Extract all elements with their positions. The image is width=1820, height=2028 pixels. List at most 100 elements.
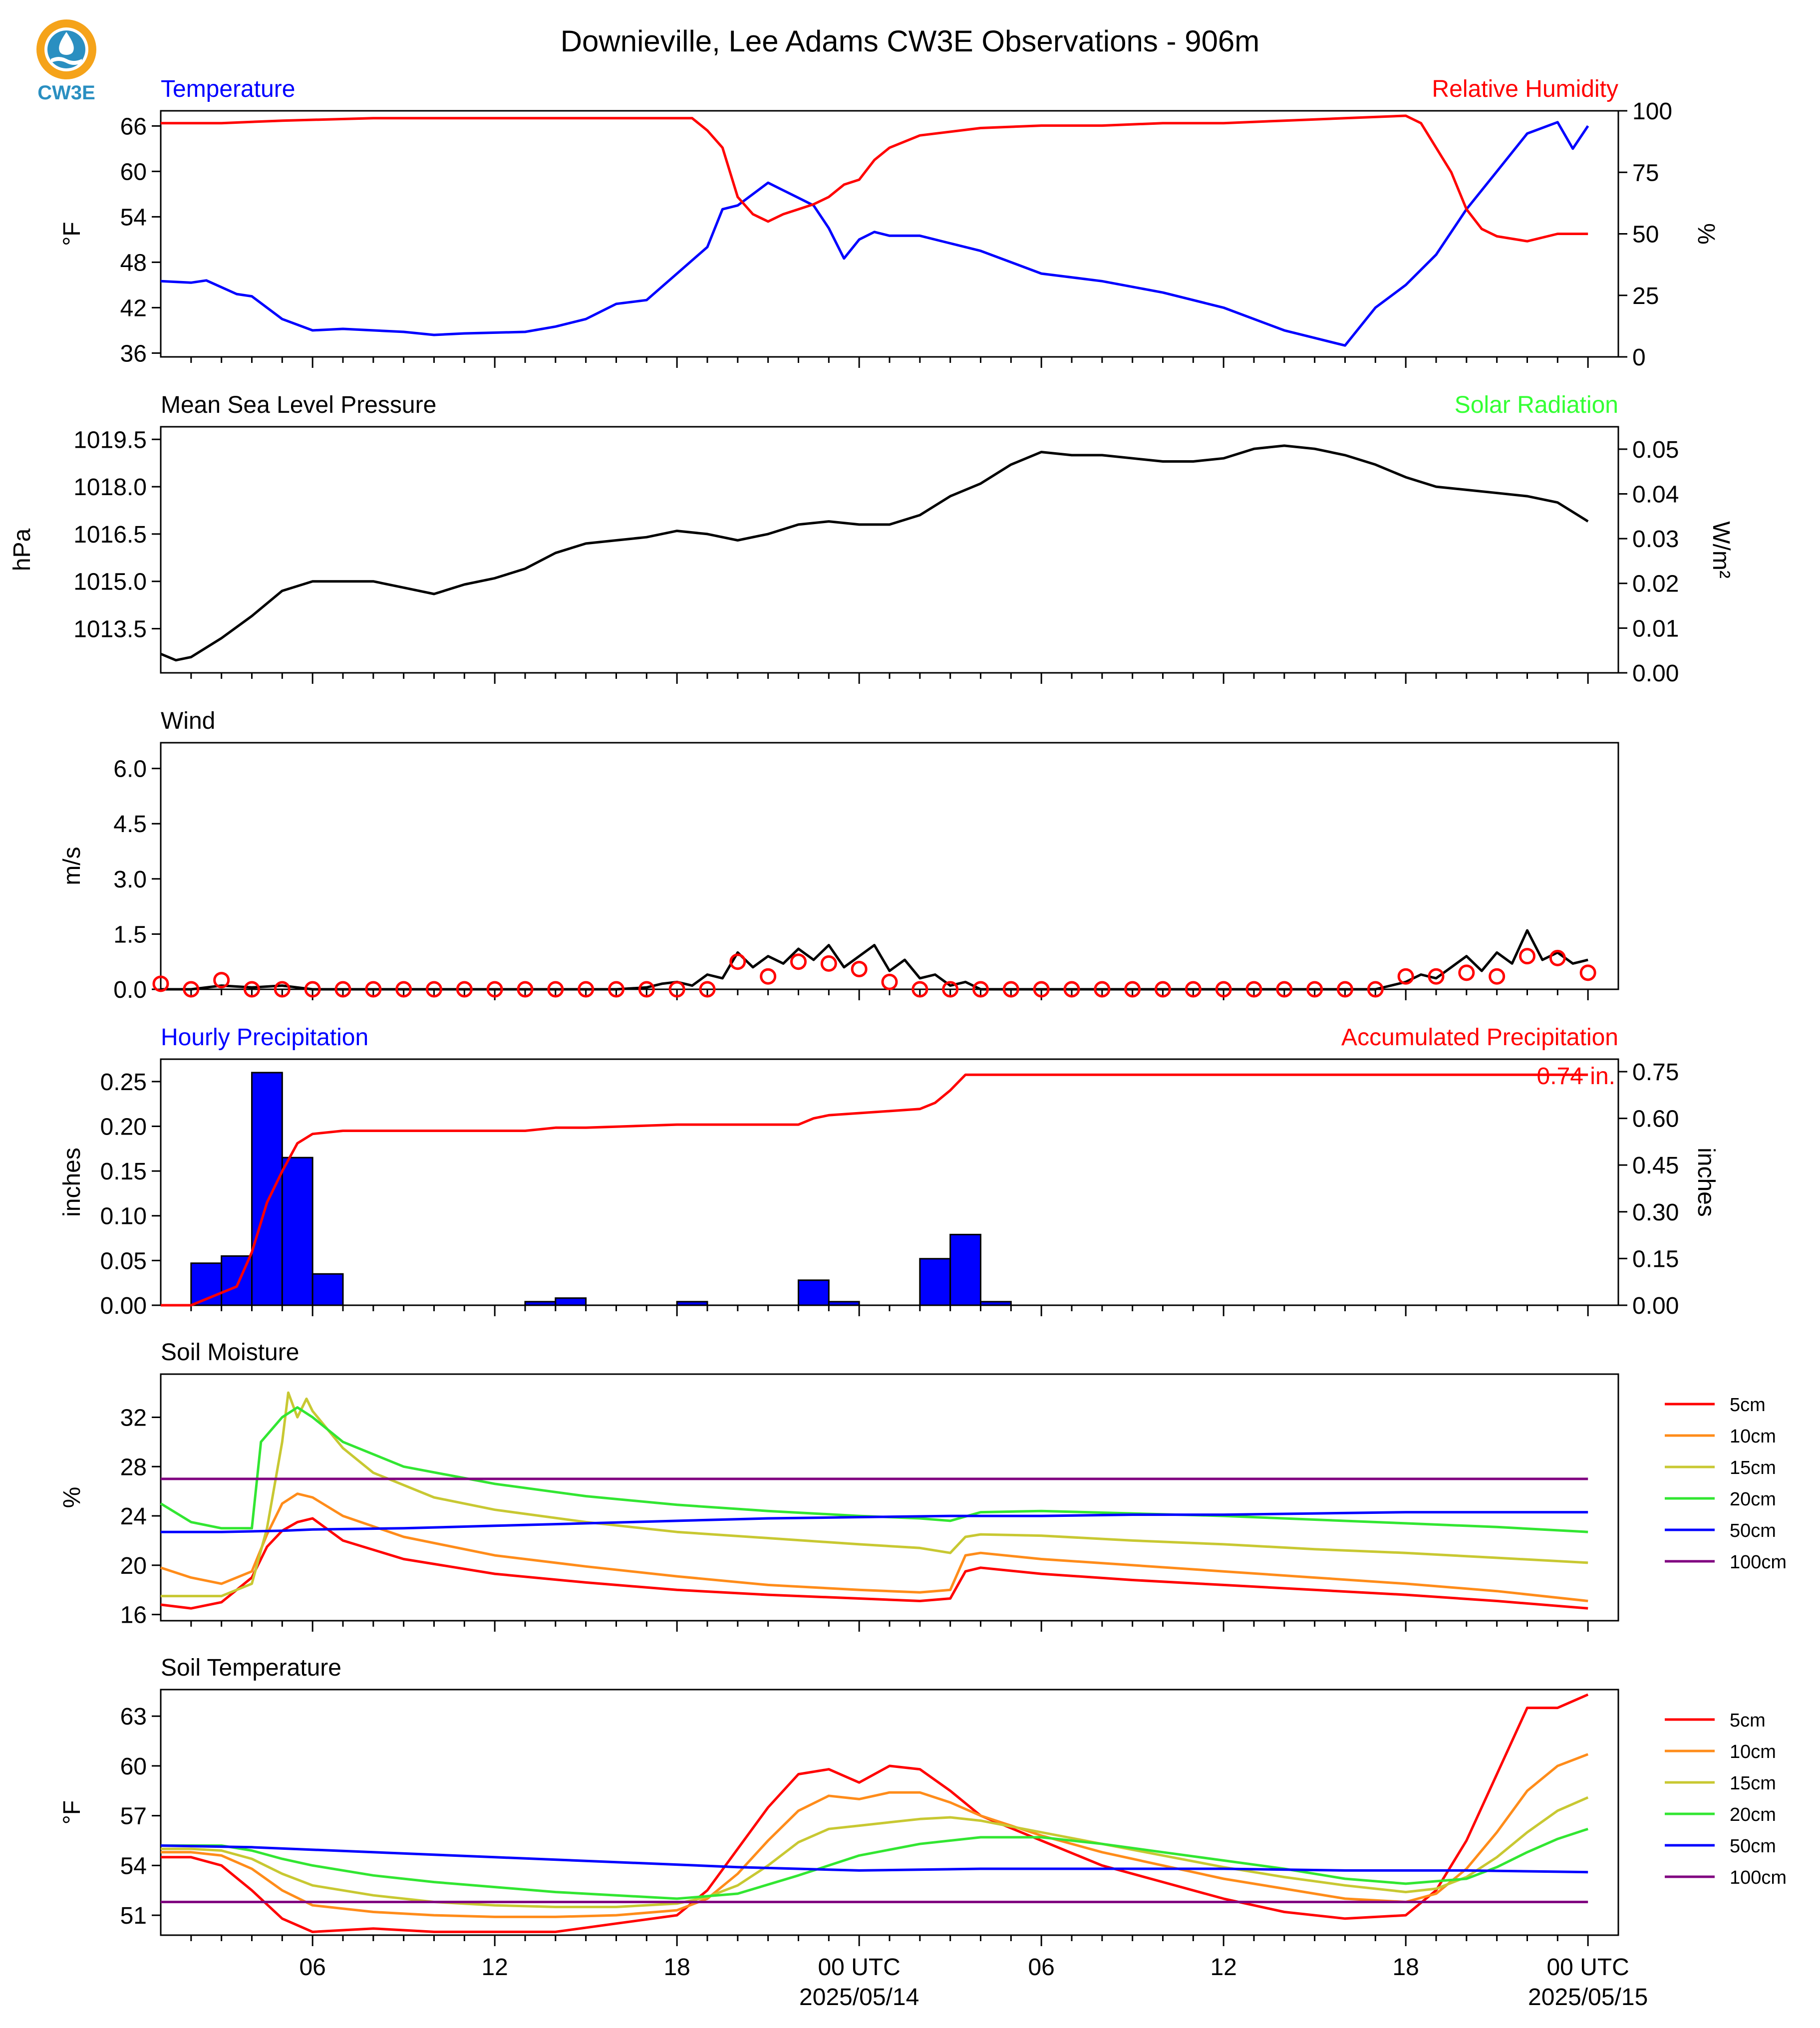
- gust-marker: [1367, 981, 1384, 998]
- series-line-50cm: [160, 1844, 1588, 1874]
- gust-marker: [395, 981, 412, 998]
- y-tick-label: 0.20: [100, 1114, 147, 1140]
- series-line-50cm: [161, 1511, 1588, 1533]
- y-tick-label: 0.25: [100, 1069, 147, 1096]
- y-right-axis-label: inches: [1693, 1148, 1719, 1217]
- series-line-10cm: [161, 1753, 1589, 1918]
- y-right-tick-label: 25: [1632, 283, 1659, 309]
- precip-bar: [311, 1273, 344, 1306]
- y-tick-label: 1015.0: [73, 569, 147, 595]
- gust-marker: [1458, 964, 1475, 981]
- y-right-tick-label: 0.60: [1632, 1106, 1679, 1133]
- y-right-tick-label: 0.15: [1632, 1246, 1679, 1272]
- precip-bar: [980, 1301, 1012, 1306]
- precip-bar: [190, 1262, 223, 1306]
- x-tick-label: 06: [299, 1954, 325, 1981]
- precip-bar: [798, 1279, 830, 1306]
- legend-label: 100cm: [1730, 1867, 1787, 1888]
- panel-title-left: Temperature: [161, 76, 295, 102]
- series-line-relative-humidity: [161, 114, 1588, 243]
- y-tick-label: 60: [120, 159, 147, 185]
- legend-label: 20cm: [1730, 1489, 1776, 1510]
- panel-title-left: Wind: [161, 708, 215, 734]
- y-tick-label: 20: [120, 1553, 147, 1579]
- gust-marker: [972, 981, 989, 998]
- x-tick-label: 00 UTC: [818, 1954, 900, 1981]
- gust-marker: [851, 960, 868, 977]
- y-tick-label: 36: [120, 340, 147, 367]
- precip-bar: [676, 1301, 708, 1306]
- gust-marker: [183, 981, 200, 998]
- accumulated-total-label: 0.74 in.: [1537, 1063, 1615, 1090]
- y-tick-label: 0.05: [100, 1248, 147, 1274]
- panel-title-left: Soil Moisture: [161, 1339, 299, 1366]
- gust-marker: [638, 981, 655, 998]
- series-line-wind: [161, 929, 1588, 991]
- legend-label: 100cm: [1730, 1552, 1787, 1573]
- y-right-tick-label: 0.05: [1632, 437, 1679, 463]
- gust-marker: [1519, 948, 1535, 965]
- panel-soil_temperature: Soil Temperature 63 60 57 54 51 °F 5cm 10cm 15cm 2…: [59, 1655, 1787, 2011]
- y-tick-label: 60: [120, 1753, 147, 1780]
- gust-marker: [1428, 968, 1445, 985]
- legend-label: 50cm: [1730, 1836, 1776, 1857]
- y-tick-label: 54: [120, 1853, 147, 1879]
- series-line-15cm: [161, 1796, 1589, 1908]
- gust-marker: [1033, 981, 1050, 998]
- y-right-axis-label: %: [1693, 223, 1719, 245]
- y-axis-label: m/s: [59, 847, 85, 885]
- gust-marker: [304, 981, 321, 998]
- legend-label: 50cm: [1730, 1520, 1776, 1541]
- gust-marker: [790, 953, 807, 970]
- plot-frame: [160, 426, 1619, 674]
- panel-title-left: Soil Temperature: [161, 1655, 341, 1681]
- gust-marker: [1094, 981, 1111, 998]
- series-line-accumulated-precipitation: [161, 1073, 1588, 1307]
- y-right-axis-label: W/m²: [1708, 521, 1734, 579]
- panel-title-right: Solar Radiation: [1455, 392, 1618, 418]
- gust-marker: [1185, 981, 1202, 998]
- precip-bar: [828, 1301, 860, 1306]
- gust-marker: [1397, 968, 1414, 985]
- panel-title-right: Relative Humidity: [1432, 76, 1618, 102]
- precip-bar: [281, 1157, 313, 1306]
- panel-temperature_rh: Temperature Relative Humidity 66 60 54 48 42 36…: [59, 76, 1719, 371]
- y-tick-label: 0.10: [100, 1203, 147, 1230]
- y-tick-label: 1013.5: [73, 616, 147, 643]
- gust-marker: [152, 975, 169, 992]
- x-tick-label: 12: [481, 1954, 508, 1981]
- y-right-tick-label: 0.30: [1632, 1199, 1679, 1226]
- panel-soil_moisture: Soil Moisture 32 28 24 20 16% 5cm 10cm 15cm 20cm 5…: [59, 1339, 1787, 1632]
- y-tick-label: 0.00: [100, 1293, 147, 1319]
- gust-marker: [1276, 981, 1293, 998]
- y-tick-label: 16: [120, 1602, 147, 1629]
- y-tick-label: 0.15: [100, 1159, 147, 1185]
- legend-label: 15cm: [1730, 1457, 1776, 1478]
- y-tick-label: 51: [120, 1903, 147, 1929]
- y-tick-label: 24: [120, 1503, 147, 1530]
- y-tick-label: 42: [120, 295, 147, 321]
- y-tick-label: 1016.5: [73, 522, 147, 548]
- y-right-tick-label: 0.04: [1632, 481, 1679, 508]
- gust-marker: [1579, 964, 1596, 981]
- y-right-tick-label: 0.00: [1632, 660, 1679, 687]
- y-tick-label: 6.0: [113, 756, 147, 783]
- x-tick-label: 18: [663, 1954, 690, 1981]
- precip-bar: [949, 1233, 981, 1306]
- series-line-mean-sea-level-pressure: [160, 444, 1589, 662]
- y-right-tick-label: 0.03: [1632, 526, 1679, 553]
- plot-frame: [160, 1058, 1619, 1306]
- y-right-tick-label: 75: [1632, 160, 1659, 186]
- gust-marker: [1002, 981, 1019, 998]
- legend-label: 10cm: [1730, 1741, 1776, 1762]
- gust-marker: [578, 981, 595, 998]
- panel-title-right: Accumulated Precipitation: [1341, 1024, 1618, 1051]
- plot-frame: [160, 742, 1619, 990]
- gust-marker: [1245, 981, 1262, 998]
- gust-marker: [1337, 981, 1353, 998]
- gust-marker: [274, 981, 291, 998]
- gust-marker: [942, 981, 959, 998]
- y-right-tick-label: 50: [1632, 222, 1659, 248]
- gust-marker: [517, 981, 534, 998]
